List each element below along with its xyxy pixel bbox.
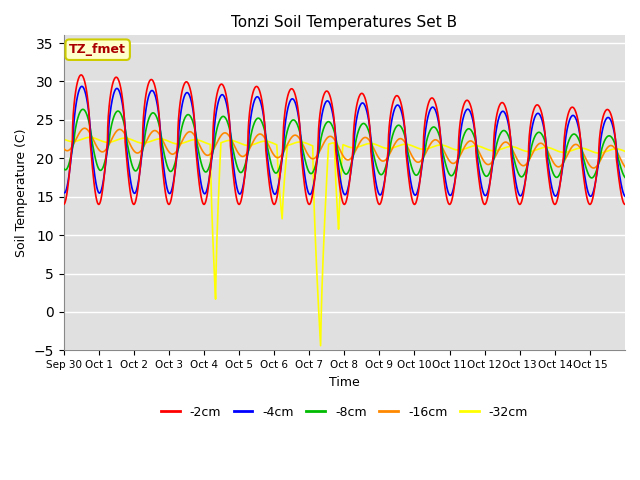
-16cm	[605, 144, 613, 149]
-4cm	[605, 115, 613, 121]
Text: TZ_fmet: TZ_fmet	[69, 43, 126, 56]
-16cm	[621, 164, 629, 170]
-32cm	[333, 204, 341, 210]
-32cm	[502, 144, 510, 150]
-2cm	[89, 166, 97, 172]
-32cm	[60, 136, 67, 142]
-8cm	[89, 142, 97, 147]
-8cm	[605, 133, 613, 139]
Line: -32cm: -32cm	[63, 137, 625, 346]
-16cm	[333, 141, 340, 146]
-4cm	[89, 155, 97, 161]
Line: -16cm: -16cm	[63, 128, 625, 168]
-2cm	[605, 108, 613, 113]
-32cm	[89, 135, 97, 141]
-32cm	[319, 277, 326, 283]
-8cm	[605, 133, 613, 139]
-32cm	[605, 147, 613, 153]
Legend: -2cm, -4cm, -8cm, -16cm, -32cm: -2cm, -4cm, -8cm, -16cm, -32cm	[156, 401, 533, 424]
-4cm	[605, 115, 613, 120]
-4cm	[587, 193, 595, 199]
-8cm	[333, 141, 340, 147]
-2cm	[318, 99, 326, 105]
-2cm	[502, 106, 510, 111]
-32cm	[86, 134, 93, 140]
-8cm	[318, 131, 326, 137]
-16cm	[605, 143, 613, 149]
-16cm	[60, 145, 67, 151]
Y-axis label: Soil Temperature (C): Soil Temperature (C)	[15, 129, 28, 257]
-8cm	[502, 129, 510, 134]
-8cm	[60, 166, 67, 171]
-4cm	[60, 190, 67, 195]
Title: Tonzi Soil Temperatures Set B: Tonzi Soil Temperatures Set B	[231, 15, 458, 30]
-32cm	[605, 147, 613, 153]
-4cm	[621, 193, 629, 199]
-2cm	[60, 202, 67, 207]
-4cm	[502, 112, 510, 118]
-8cm	[79, 107, 86, 112]
-16cm	[81, 125, 88, 131]
-2cm	[621, 202, 629, 207]
Line: -8cm: -8cm	[63, 109, 625, 178]
-16cm	[89, 135, 97, 141]
-16cm	[502, 139, 510, 145]
Line: -4cm: -4cm	[63, 86, 625, 196]
-8cm	[621, 175, 629, 180]
-4cm	[78, 84, 86, 89]
-16cm	[589, 165, 597, 171]
-32cm	[317, 343, 324, 348]
-8cm	[588, 175, 595, 181]
-4cm	[318, 112, 326, 118]
-32cm	[621, 148, 629, 154]
Line: -2cm: -2cm	[63, 75, 625, 204]
-2cm	[605, 108, 612, 113]
-16cm	[318, 144, 326, 149]
-4cm	[333, 150, 340, 156]
-2cm	[333, 158, 340, 164]
-2cm	[77, 72, 85, 78]
X-axis label: Time: Time	[329, 376, 360, 389]
